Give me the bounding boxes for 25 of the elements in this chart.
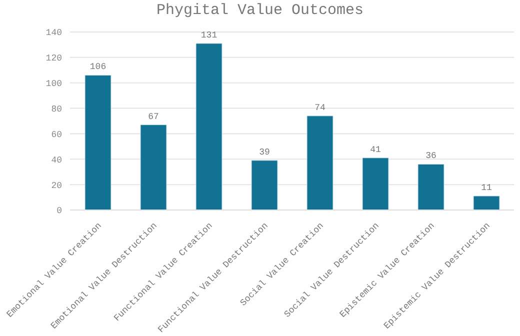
data-label: 41 <box>370 144 381 155</box>
y-tick-label: 120 <box>46 54 62 64</box>
y-tick-label: 40 <box>51 155 62 166</box>
data-label: 74 <box>314 102 326 113</box>
bar <box>362 158 389 210</box>
bar <box>473 196 500 210</box>
data-label: 11 <box>481 183 492 194</box>
data-label: 39 <box>259 147 270 158</box>
y-tick-label: 80 <box>51 104 62 114</box>
data-label: 106 <box>90 62 106 72</box>
data-label: 36 <box>426 151 436 162</box>
y-tick-label: 0 <box>56 206 62 216</box>
y-tick-label: 100 <box>46 79 62 90</box>
data-label: 67 <box>148 112 159 122</box>
data-label: 131 <box>200 30 218 40</box>
y-tick-label: 140 <box>46 28 62 38</box>
bar <box>306 116 334 210</box>
bar <box>196 43 222 210</box>
y-tick-label: 20 <box>51 180 62 191</box>
bar <box>251 160 278 210</box>
chart-title: Phygital Value Outcomes <box>155 1 365 21</box>
bar <box>84 74 112 210</box>
y-tick-label: 60 <box>51 130 62 140</box>
bar <box>418 164 444 210</box>
bar <box>140 124 167 210</box>
